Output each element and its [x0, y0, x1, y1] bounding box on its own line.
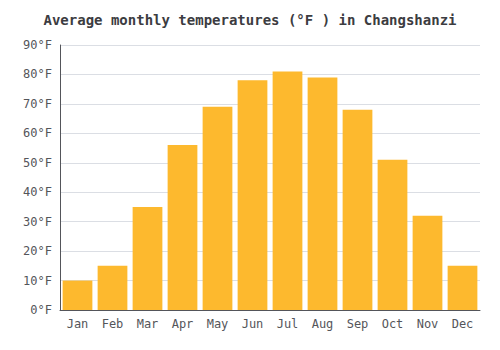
svg-text:Apr: Apr [172, 317, 194, 331]
svg-text:Jun: Jun [242, 317, 264, 331]
svg-text:60°F: 60°F [23, 126, 52, 140]
svg-text:0°F: 0°F [30, 303, 52, 317]
svg-text:Aug: Aug [312, 317, 334, 331]
svg-text:90°F: 90°F [23, 38, 52, 52]
svg-text:70°F: 70°F [23, 97, 52, 111]
svg-text:50°F: 50°F [23, 156, 52, 170]
svg-text:Nov: Nov [417, 317, 439, 331]
svg-text:Oct: Oct [382, 317, 404, 331]
svg-text:May: May [207, 317, 229, 331]
svg-text:Feb: Feb [102, 317, 124, 331]
svg-text:10°F: 10°F [23, 274, 52, 288]
svg-text:80°F: 80°F [23, 67, 52, 81]
svg-text:Average monthly temperatures (: Average monthly temperatures (°F ) in Ch… [43, 12, 456, 28]
svg-text:Dec: Dec [452, 317, 474, 331]
svg-text:40°F: 40°F [23, 185, 52, 199]
svg-text:Jul: Jul [277, 317, 299, 331]
svg-text:30°F: 30°F [23, 215, 52, 229]
svg-text:Jan: Jan [67, 317, 89, 331]
svg-text:Sep: Sep [347, 317, 369, 331]
svg-text:20°F: 20°F [23, 244, 52, 258]
svg-text:Mar: Mar [137, 317, 159, 331]
